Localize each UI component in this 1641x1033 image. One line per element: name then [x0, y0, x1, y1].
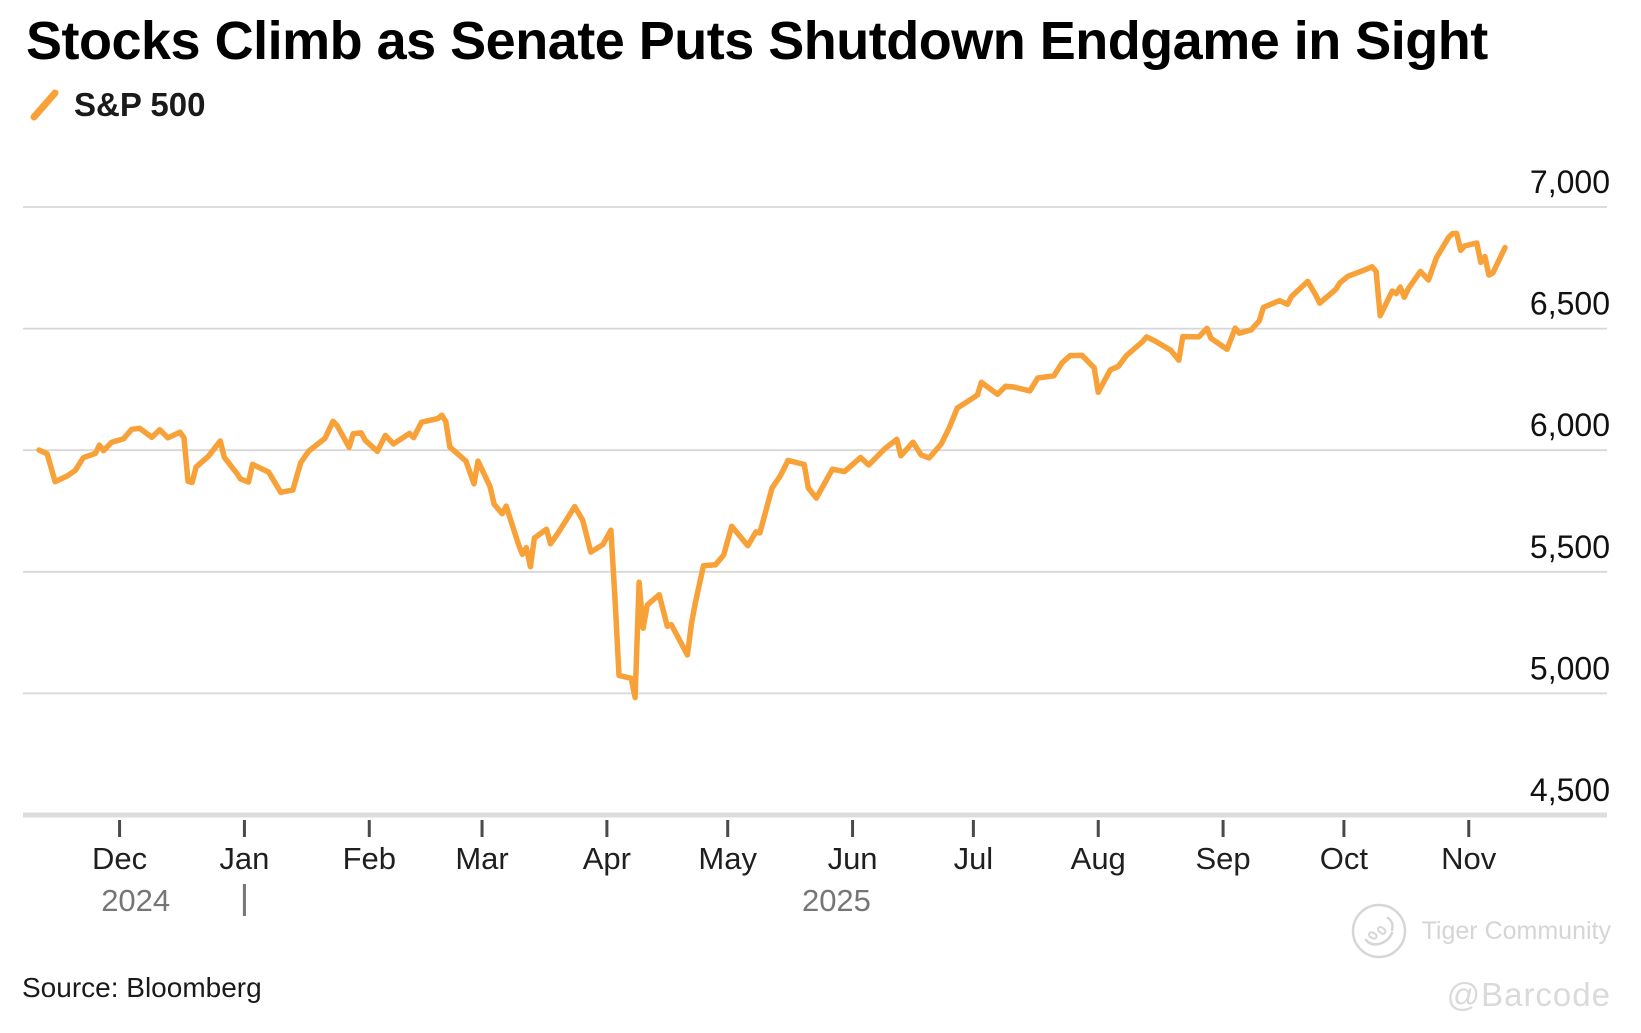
month-label: Sep [1195, 841, 1250, 876]
chart-title: Stocks Climb as Senate Puts Shutdown End… [26, 11, 1488, 71]
y-axis-label: 7,000 [1530, 164, 1610, 200]
y-axis-label: 5,000 [1530, 650, 1610, 686]
month-label: Jun [828, 841, 878, 876]
year-label: 2025 [802, 883, 871, 918]
month-label: Oct [1320, 841, 1369, 876]
y-axis-label: 6,000 [1530, 407, 1610, 443]
watermark: Tiger Community @Barcode [1281, 900, 1611, 1020]
legend: S&P 500 [30, 86, 205, 124]
watermark-handle: @Barcode [1446, 976, 1611, 1013]
month-label: Aug [1071, 841, 1126, 876]
month-label: Dec [92, 841, 147, 876]
y-axis-label: 4,500 [1530, 772, 1610, 808]
y-axis-label: 5,500 [1530, 529, 1610, 565]
legend-slash-icon [30, 89, 59, 121]
month-label: May [698, 841, 757, 876]
month-label: Jan [219, 841, 269, 876]
watermark-community-label: Tiger Community [1421, 916, 1611, 945]
source-note: Source: Bloomberg [22, 972, 262, 1003]
y-axis-label: 6,500 [1530, 286, 1610, 322]
month-label: Feb [343, 841, 396, 876]
month-label: Mar [455, 841, 508, 876]
legend-label: S&P 500 [74, 86, 206, 123]
sp500-series-line [36, 230, 1508, 701]
year-label: 2024 [101, 883, 170, 918]
month-label: Jul [954, 841, 994, 876]
month-label: Apr [583, 841, 631, 876]
tiger-paw-logo-icon [1351, 903, 1406, 959]
month-label: Nov [1441, 841, 1497, 876]
